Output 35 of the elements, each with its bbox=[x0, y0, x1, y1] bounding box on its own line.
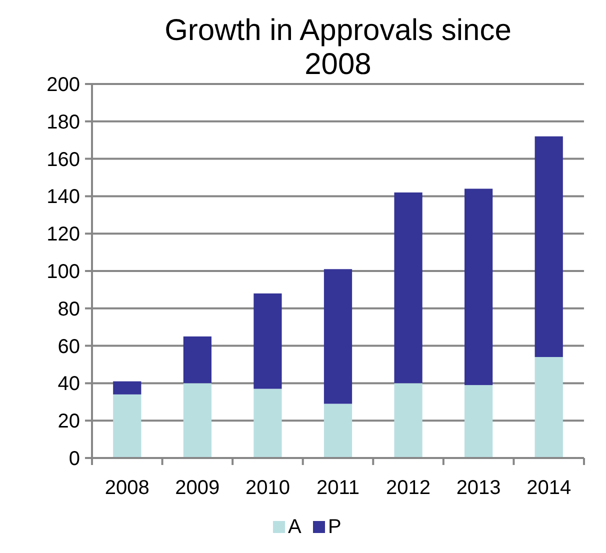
x-tick-label: 2013 bbox=[456, 477, 501, 499]
bar bbox=[324, 269, 352, 404]
y-tick-label: 0 bbox=[68, 448, 80, 470]
y-tick-label: 60 bbox=[58, 336, 80, 358]
bar bbox=[183, 336, 212, 384]
legend-label: P bbox=[328, 516, 342, 538]
bar bbox=[464, 188, 493, 386]
x-tick-label: 2011 bbox=[316, 477, 360, 499]
bar bbox=[113, 381, 142, 394]
y-tick-label: 40 bbox=[58, 373, 80, 396]
x-tick-label: 2010 bbox=[245, 477, 290, 499]
y-tick-label: 80 bbox=[58, 298, 80, 320]
y-tick-label: 20 bbox=[58, 410, 80, 433]
x-tick-label: 2014 bbox=[526, 477, 572, 499]
x-tick-label: 2008 bbox=[104, 477, 150, 499]
bar bbox=[254, 388, 282, 458]
y-tick-label: 200 bbox=[46, 74, 80, 96]
legend-label: A bbox=[288, 516, 302, 538]
bar bbox=[254, 293, 282, 389]
chart-title: Growth in Approvals since 2008 bbox=[164, 14, 512, 81]
y-tick-label: 100 bbox=[46, 261, 80, 283]
bar bbox=[394, 383, 422, 458]
bar bbox=[324, 404, 352, 458]
bar bbox=[464, 385, 493, 458]
y-tick-label: 120 bbox=[46, 224, 80, 246]
bar bbox=[534, 136, 563, 358]
bar bbox=[394, 192, 422, 384]
y-tick-label: 160 bbox=[46, 148, 80, 171]
x-tick-label: 2009 bbox=[175, 477, 220, 499]
y-tick-label: 180 bbox=[46, 111, 80, 134]
bar bbox=[113, 394, 142, 458]
bar bbox=[534, 357, 563, 458]
bar bbox=[183, 383, 212, 458]
x-tick-label: 2012 bbox=[386, 477, 431, 499]
y-tick-label: 140 bbox=[46, 186, 80, 208]
